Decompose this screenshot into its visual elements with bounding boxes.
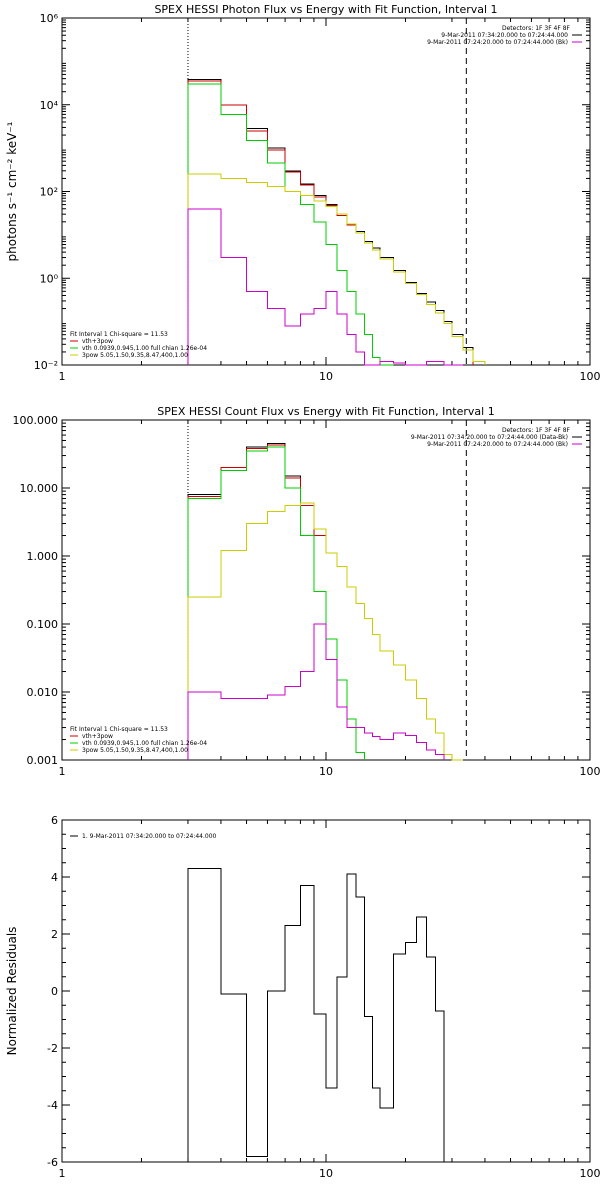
series-4-line: [187, 173, 486, 365]
chart-title: SPEX HESSI Count Flux vs Energy with Fit…: [157, 405, 494, 418]
legend-left-text: 3pow 5.05,1.50,9.35,8.47,400,1.00: [82, 747, 188, 754]
x-tick-label: 10: [319, 765, 333, 778]
y-tick-label: 0.010: [27, 686, 59, 699]
series-2-line: [187, 444, 453, 760]
legend-left-text: vth 0.0939,0.945,1.00 full chian 1.26e-0…: [82, 740, 207, 747]
panel-1: SPEX HESSI Photon Flux vs Energy with Fi…: [5, 3, 600, 383]
legend-left-text: vth+3pow: [82, 338, 113, 345]
panel-3: 1 10 100 -6 -4 -2 0 2 4 6 Normalized Residuals 1. 9…: [5, 814, 600, 1180]
y-tick-label: -2: [47, 1042, 58, 1055]
series-4-line: [187, 502, 463, 761]
y-tick-label: 1.000: [27, 550, 59, 563]
legend-left-text: 3pow 5.05,1.50,9.35,8.47,400,1.00: [82, 352, 188, 359]
legend-left-text: Fit Interval 1 Chi-square = 11.53: [70, 726, 168, 733]
legend-right-text: 9-Mar-2011 07:24:20.000 to 07:24:44.000 …: [427, 441, 568, 448]
y-tick-label: 10⁴: [40, 99, 59, 112]
y-tick-label: 4: [51, 871, 58, 884]
legend-left-text: Fit Interval 1 Chi-square = 11.53: [70, 331, 168, 338]
y-tick-label: -4: [47, 1099, 58, 1112]
detectors-label: Detectors: 1F 3F 4F 8F: [502, 427, 571, 434]
y-tick-label: 0.100: [27, 618, 59, 631]
panel-2: SPEX HESSI Count Flux vs Energy with Fit…: [13, 405, 600, 778]
y-tick-label: 2: [51, 928, 58, 941]
legend-right-text: 9-Mar-2011 07:34:20.000 to 07:24:44.000 …: [411, 434, 568, 441]
y-tick-label: 10.000: [20, 482, 59, 495]
chart-title: SPEX HESSI Photon Flux vs Energy with Fi…: [154, 3, 497, 16]
legend-right-text: 9-Mar-2011 07:24:20.000 to 07:24:44.000 …: [427, 39, 568, 46]
series-1-line: [187, 868, 452, 1163]
series-3-line: [187, 83, 394, 366]
x-tick-label: 1: [59, 1167, 66, 1180]
x-tick-label: 10: [319, 370, 333, 383]
series-1-line: [187, 443, 453, 760]
legend-left-text: vth+3pow: [82, 733, 113, 740]
detectors-label: Detectors: 1F 3F 4F 8F: [502, 25, 571, 32]
y-tick-label: 0.001: [27, 754, 59, 767]
x-tick-label: 10: [319, 1167, 333, 1180]
y-tick-label: 10⁻²: [34, 359, 58, 372]
y-axis-label: Normalized Residuals: [5, 927, 19, 1056]
y-tick-label: 10²: [40, 186, 58, 199]
x-tick-label: 100: [580, 765, 600, 778]
series-3-line: [187, 446, 366, 760]
y-axis-label: photons s⁻¹ cm⁻² keV⁻¹: [5, 121, 19, 261]
plot-frame: [61, 17, 591, 366]
y-tick-label: 0: [51, 985, 58, 998]
y-tick-label: 10⁶: [40, 12, 59, 25]
plot-frame: [61, 419, 591, 761]
legend-left-text: vth 0.0939,0.945,1.00 full chian 1.26e-0…: [82, 345, 207, 352]
legend-right-text: 9-Mar-2011 07:34:20.000 to 07:24:44.000: [441, 32, 568, 39]
series-5-line: [187, 208, 463, 366]
x-tick-label: 100: [580, 370, 600, 383]
x-tick-label: 1: [59, 765, 66, 778]
series-1-line: [187, 79, 474, 365]
plot-frame: [61, 819, 591, 1163]
legend-left-text: 1. 9-Mar-2011 07:34:20.000 to 07:24:44.0…: [82, 833, 217, 840]
y-tick-label: 100.000: [13, 414, 59, 427]
x-tick-label: 1: [59, 370, 66, 383]
y-tick-label: 6: [51, 814, 58, 827]
y-tick-label: -6: [47, 1156, 58, 1169]
x-tick-label: 100: [580, 1167, 600, 1180]
y-tick-label: 10⁰: [40, 272, 59, 285]
series-2-line: [187, 80, 474, 365]
series-5-line: [187, 623, 445, 760]
